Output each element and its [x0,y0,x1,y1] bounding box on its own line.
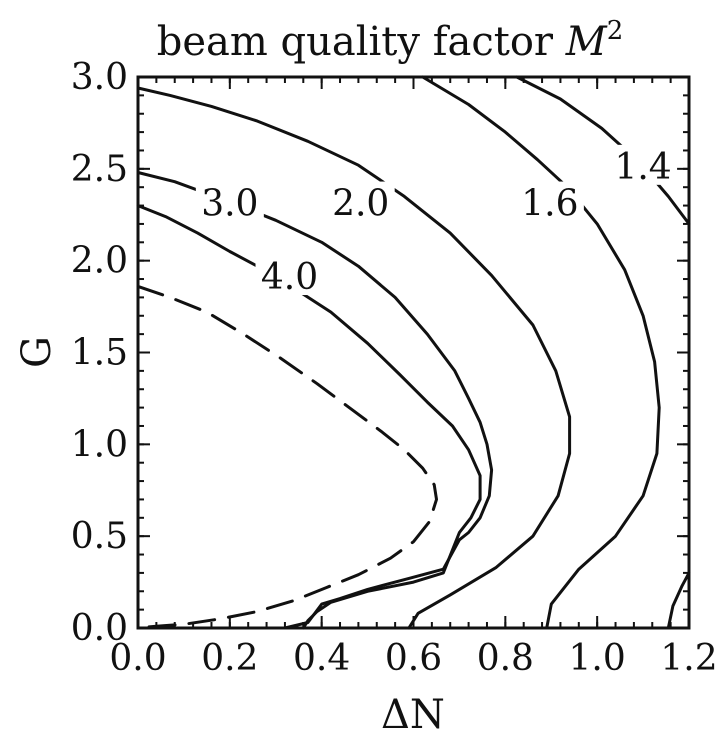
y-tick-label: 0.0 [71,608,128,649]
contour-label-background [515,181,584,222]
plot-frame [136,75,691,630]
y-tick-label: 2.5 [71,149,128,190]
x-tick-label: 1.0 [569,638,626,679]
y-tick-label: 1.5 [71,333,128,374]
contour-label-background [326,181,395,222]
chart-title-prefix: beam quality factor [157,19,566,65]
contour-labels: 1.4 1.6 2.0 3.04.0 [195,144,678,298]
y-axis-label: G [14,336,60,368]
y-tick-label: 3.0 [71,57,128,98]
contour-label-background [195,181,264,222]
x-tick-label: 0.2 [201,638,258,679]
contour-label-3-0: 3.0 [201,184,258,225]
contour-line-1-6 [421,75,661,630]
x-axis-label: ΔN [381,692,445,738]
y-tick-label: 2.0 [71,241,128,282]
plot-area [138,77,689,628]
contour-label-1-4: 1.4 [614,147,671,188]
chart-title-symbol: M [565,19,608,65]
x-tick-label: 0.6 [385,638,442,679]
x-tick-label: 1.2 [660,638,717,679]
contour-line-2-0 [136,86,572,630]
contour-line-1-4-segment [666,571,691,630]
plot-background [138,77,689,628]
x-tick-label: 0.8 [477,638,534,679]
contour-label-background [609,144,678,185]
axis-ticks: 0.0 0.2 0.4 0.6 0.8 1.0 1.2 0.0 0.5 1.0 1.5 2.0 2.5 3… [71,57,718,679]
y-tick-label: 0.5 [71,516,128,557]
chart-title-exponent: 2 [607,16,624,46]
chart-title: beam quality factor M2 [157,16,624,65]
x-tick-label: 0.4 [293,638,350,679]
contour-label-2-0: 2.0 [332,184,389,225]
contour-line-4-0 [136,204,482,630]
contour-label-4-0: 4.0 [261,257,318,298]
y-tick-label: 1.0 [71,424,128,465]
contour-line-3-0 [136,171,494,630]
contour-label-1-6: 1.6 [521,184,578,225]
x-tick-label: 0.0 [109,638,166,679]
contour-line-dashed [136,284,438,630]
contour-label-background [255,255,324,296]
